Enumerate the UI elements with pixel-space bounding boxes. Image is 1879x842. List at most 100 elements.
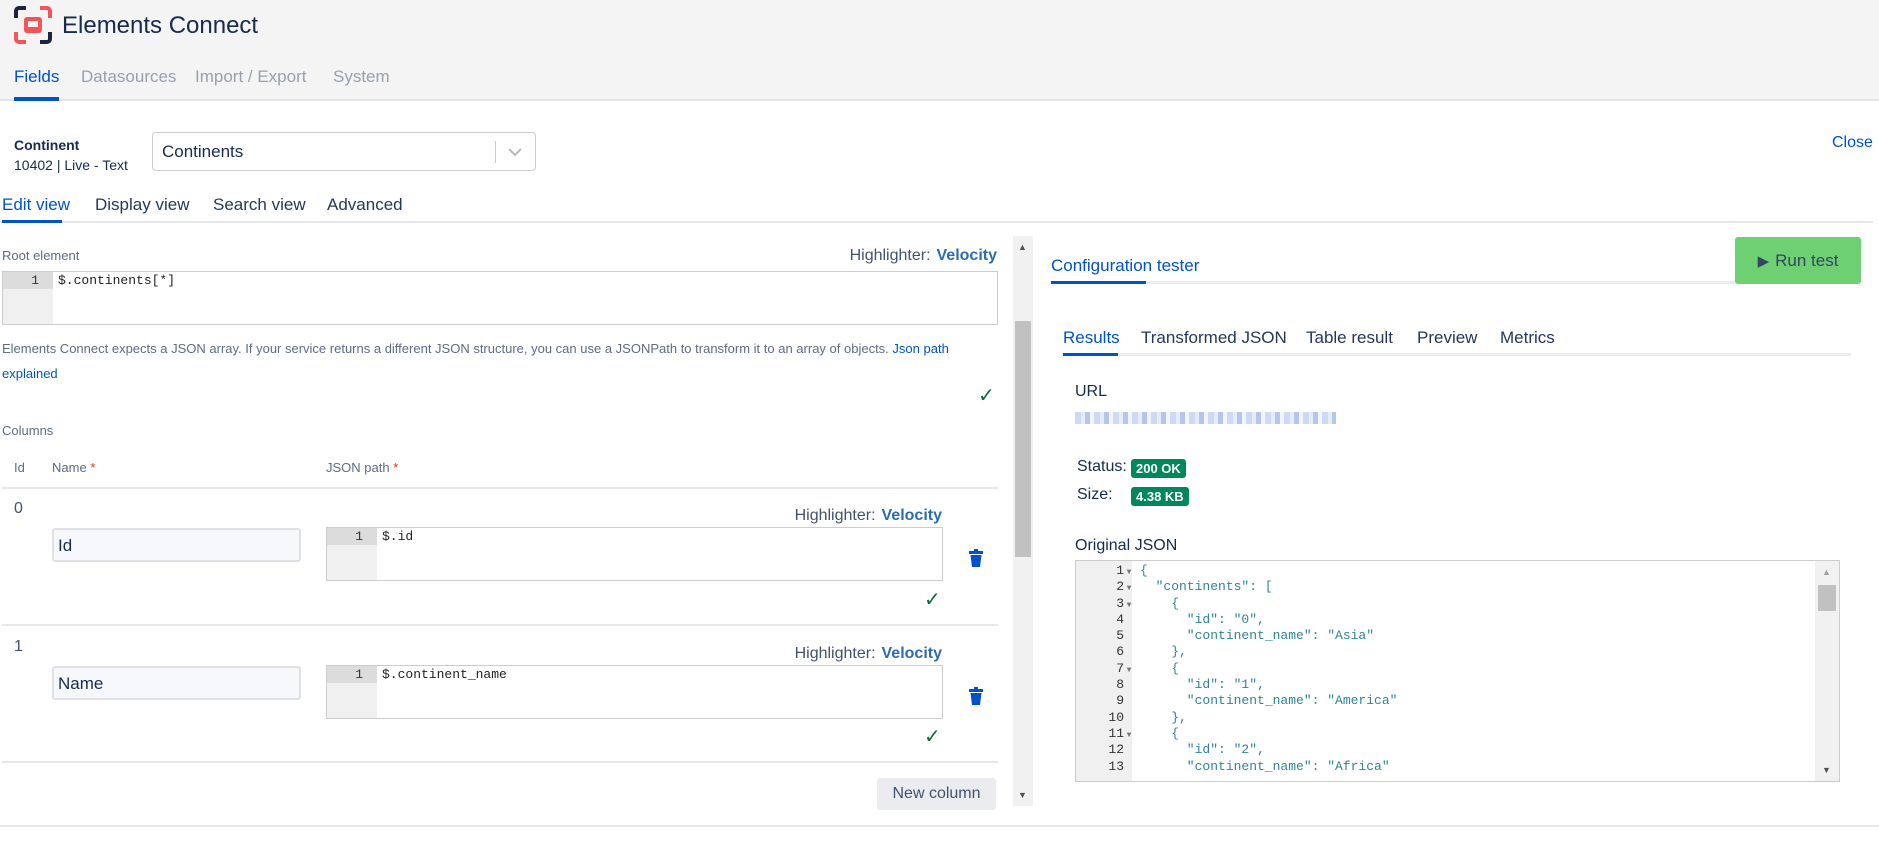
highlighter-label: Highlighter: bbox=[849, 247, 931, 264]
column-1-valid-check-icon: ✓ bbox=[924, 726, 941, 748]
field-name: Continent bbox=[14, 137, 80, 153]
line-number: 13 bbox=[1108, 758, 1124, 774]
root-valid-check-icon: ✓ bbox=[978, 385, 995, 407]
json-line-text: "continent_name": "America" bbox=[1140, 693, 1398, 709]
url-blurred bbox=[1075, 412, 1336, 424]
app-header bbox=[0, 0, 1879, 101]
datasource-select-value: Continents bbox=[162, 142, 244, 161]
nav-tab-fields[interactable]: Fields bbox=[14, 67, 60, 86]
root-element-label: Root element bbox=[2, 248, 80, 263]
run-test-button[interactable]: ▶ Run test bbox=[1735, 237, 1861, 284]
scroll-up-icon[interactable]: ▲ bbox=[1822, 567, 1831, 577]
tab-edit-view[interactable]: Edit view bbox=[2, 195, 71, 214]
scrollbar-thumb[interactable] bbox=[1818, 585, 1836, 611]
tab-search-view[interactable]: Search view bbox=[213, 195, 306, 214]
results-tab-indicator bbox=[1063, 353, 1118, 356]
size-badge: 4.38 KB bbox=[1131, 487, 1189, 506]
line-number: 4 bbox=[1116, 611, 1124, 627]
column-0-valid-check-icon: ✓ bbox=[924, 589, 941, 611]
url-label: URL bbox=[1075, 383, 1108, 400]
fold-arrow-icon[interactable]: ▼ bbox=[1126, 730, 1132, 740]
elements-connect-logo bbox=[14, 6, 52, 44]
fold-arrow-icon[interactable]: ▼ bbox=[1126, 568, 1132, 577]
nav-tab-system[interactable]: System bbox=[333, 67, 390, 86]
configuration-tester-title: Configuration tester bbox=[1051, 256, 1200, 275]
column-0-highlighter[interactable]: Highlighter: Velocity bbox=[795, 507, 942, 525]
col-header-name: Name * bbox=[52, 460, 95, 475]
datasource-select[interactable]: Continents bbox=[152, 132, 536, 171]
line-number: 11 bbox=[1108, 725, 1124, 741]
json-line: 9 "continent_name": "America" bbox=[1076, 693, 1397, 709]
line-number: 10 bbox=[1108, 709, 1124, 725]
row-divider bbox=[2, 624, 998, 626]
line-number: 6 bbox=[1116, 644, 1124, 660]
tab-table-result[interactable]: Table result bbox=[1306, 328, 1393, 347]
json-line-text: { bbox=[1140, 595, 1180, 611]
tab-preview[interactable]: Preview bbox=[1417, 328, 1478, 347]
json-line: 13 "continent_name": "Africa" bbox=[1076, 759, 1397, 775]
json-line-text: "id": "1", bbox=[1140, 677, 1265, 693]
tab-advanced[interactable]: Advanced bbox=[327, 195, 403, 214]
highlighter-label: Highlighter: bbox=[794, 507, 876, 524]
highlighter-value[interactable]: Velocity bbox=[881, 507, 942, 524]
field-meta: 10402 | Live - Text bbox=[14, 157, 128, 173]
original-json-label: Original JSON bbox=[1075, 537, 1178, 554]
column-0-path-editor[interactable]: 1 $.id bbox=[326, 527, 943, 581]
json-line-text: "id": "2", bbox=[1140, 742, 1265, 758]
col-header-json-path: JSON path * bbox=[326, 460, 398, 475]
column-row-0-id: 0 bbox=[14, 500, 23, 517]
col-header-name-text: Name bbox=[52, 460, 87, 475]
highlighter-value[interactable]: Velocity bbox=[881, 645, 942, 662]
fold-arrow-icon[interactable]: ▼ bbox=[1126, 584, 1132, 594]
nav-tab-datasources[interactable]: Datasources bbox=[81, 67, 177, 86]
highlighter-value[interactable]: Velocity bbox=[936, 247, 997, 264]
json-line-text: }, bbox=[1140, 709, 1187, 725]
tab-results[interactable]: Results bbox=[1063, 328, 1120, 347]
scroll-down-icon[interactable]: ▼ bbox=[1018, 790, 1027, 800]
root-help: Elements Connect expects a JSON array. I… bbox=[2, 336, 992, 386]
fold-arrow-icon[interactable]: ▼ bbox=[1126, 600, 1132, 610]
subtabs-divider bbox=[0, 221, 1873, 223]
nav-tab-import-export[interactable]: Import / Export bbox=[195, 67, 307, 86]
json-scrollbar[interactable]: ▲ ▼ bbox=[1815, 561, 1839, 781]
left-panel-scrollbar[interactable]: ▲ ▼ bbox=[1013, 236, 1033, 806]
required-asterisk: * bbox=[393, 460, 399, 475]
tab-transformed-json[interactable]: Transformed JSON bbox=[1141, 328, 1287, 347]
fold-arrow-icon[interactable]: ▼ bbox=[1126, 665, 1132, 675]
json-line-text: }, bbox=[1140, 644, 1187, 660]
root-highlighter[interactable]: Highlighter: Velocity bbox=[850, 247, 997, 265]
column-1-highlighter[interactable]: Highlighter: Velocity bbox=[795, 645, 942, 663]
tab-display-view[interactable]: Display view bbox=[95, 195, 190, 214]
json-line-text: { bbox=[1140, 725, 1180, 741]
json-line: 4 "id": "0", bbox=[1076, 612, 1397, 628]
json-line: 3 ▼ { bbox=[1076, 596, 1397, 612]
json-path-explained-link[interactable]: Json path explained bbox=[2, 341, 949, 381]
help-text: Elements Connect expects a JSON array. I… bbox=[2, 341, 889, 356]
root-element-editor[interactable]: 1 $.continents[*] bbox=[2, 271, 998, 325]
original-json-viewer[interactable]: 1 ▼{2 ▼ "continents": [3 ▼ {4 "id": "0", 5 "… bbox=[1075, 560, 1840, 782]
json-line-text: "continent_name": "Asia" bbox=[1140, 628, 1375, 644]
tab-metrics[interactable]: Metrics bbox=[1500, 328, 1555, 347]
footer-divider bbox=[0, 825, 1879, 827]
new-column-button[interactable]: New column bbox=[877, 778, 996, 810]
trash-icon[interactable] bbox=[969, 549, 983, 567]
column-1-name-input[interactable]: Name bbox=[52, 666, 301, 700]
close-link[interactable]: Close bbox=[1832, 134, 1873, 151]
json-line: 11 ▼ { bbox=[1076, 726, 1397, 742]
scrollbar-thumb[interactable] bbox=[1015, 321, 1031, 557]
json-code: 1 ▼{2 ▼ "continents": [3 ▼ {4 "id": "0", 5 "… bbox=[1076, 563, 1397, 775]
status-badge: 200 OK bbox=[1131, 459, 1186, 478]
line-number: 3 bbox=[1116, 595, 1124, 611]
scroll-up-icon[interactable]: ▲ bbox=[1018, 242, 1027, 252]
column-1-path-editor[interactable]: 1 $.continent_name bbox=[326, 665, 943, 719]
columns-header-divider bbox=[2, 487, 998, 489]
trash-icon[interactable] bbox=[969, 687, 983, 705]
json-line: 2 ▼ "continents": [ bbox=[1076, 579, 1397, 595]
column-0-name-input[interactable]: Id bbox=[52, 528, 301, 562]
column-0-path-code: $.id bbox=[382, 529, 414, 544]
json-line: 6 }, bbox=[1076, 644, 1397, 660]
scroll-down-icon[interactable]: ▼ bbox=[1822, 765, 1831, 775]
json-line: 10 }, bbox=[1076, 710, 1397, 726]
play-icon: ▶ bbox=[1757, 253, 1770, 270]
col-header-path-text: JSON path bbox=[326, 460, 390, 475]
